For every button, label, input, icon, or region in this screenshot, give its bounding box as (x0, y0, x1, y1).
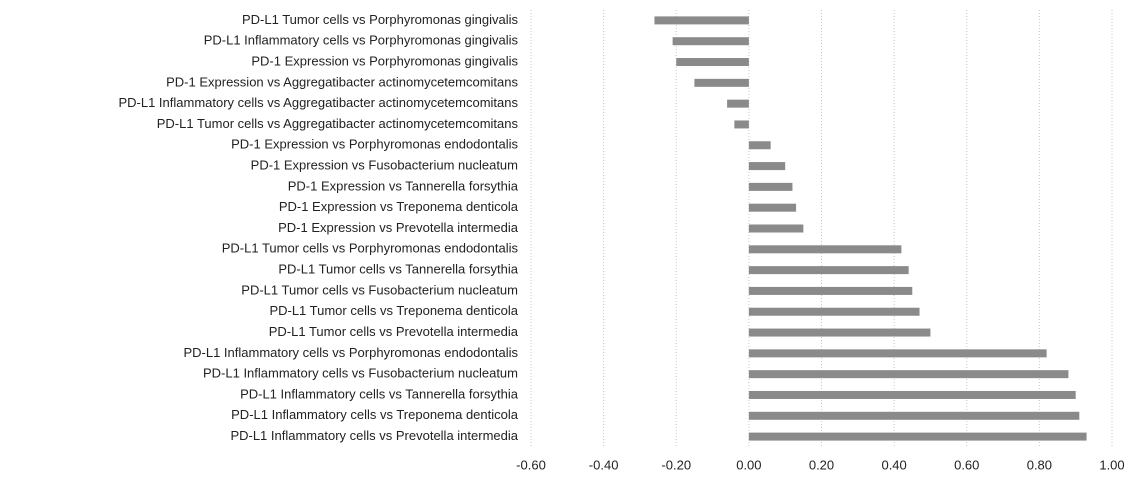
bar (748, 182, 793, 191)
category-label: PD-L1 Tumor cells vs Aggregatibacter act… (157, 116, 519, 131)
category-label: PD-L1 Inflammatory cells vs Treponema de… (231, 407, 519, 422)
bar (748, 266, 909, 275)
x-tick-label: 0.40 (881, 457, 906, 472)
x-tick-label: -0.40 (589, 457, 619, 472)
bar (654, 16, 749, 25)
category-label: PD-L1 Tumor cells vs Porphyromonas endod… (222, 241, 519, 256)
bar (748, 349, 1047, 358)
category-label: PD-L1 Tumor cells vs Prevotella intermed… (269, 324, 519, 339)
bar (748, 162, 786, 171)
category-label: PD-1 Expression vs Prevotella intermedia (278, 220, 519, 235)
bar (748, 245, 902, 254)
category-label: PD-1 Expression vs Tannerella forsythia (288, 178, 519, 193)
x-tick-label: 0.00 (736, 457, 761, 472)
category-label: PD-L1 Tumor cells vs Fusobacterium nucle… (241, 282, 518, 297)
category-label: PD-L1 Tumor cells vs Treponema denticola (269, 303, 518, 318)
x-tick-label: 0.60 (954, 457, 979, 472)
bar (748, 307, 920, 316)
category-label: PD-L1 Tumor cells vs Tannerella forsythi… (278, 262, 518, 277)
category-label: PD-1 Expression vs Aggregatibacter actin… (166, 74, 518, 89)
category-label: PD-L1 Inflammatory cells vs Prevotella i… (230, 428, 518, 443)
x-tick-label: 1.00 (1099, 457, 1124, 472)
bar (694, 78, 749, 87)
bar (748, 203, 797, 212)
bar (748, 328, 931, 337)
category-label: PD-L1 Inflammatory cells vs Tannerella f… (240, 386, 519, 401)
bar (748, 224, 804, 233)
x-tick-label: -0.60 (516, 457, 546, 472)
x-tick-label: 0.20 (809, 457, 834, 472)
category-label: PD-1 Expression vs Porphyromonas endodon… (231, 137, 518, 152)
category-label: PD-L1 Inflammatory cells vs Aggregatibac… (118, 95, 518, 110)
bar (748, 370, 1069, 379)
bar (748, 432, 1087, 441)
bar (734, 120, 749, 129)
category-label: PD-L1 Tumor cells vs Porphyromonas gingi… (242, 12, 518, 27)
bar (748, 141, 771, 150)
bar (727, 99, 749, 108)
category-label: PD-1 Expression vs Fusobacterium nucleat… (251, 158, 518, 173)
bar (672, 37, 749, 46)
bar (748, 390, 1076, 399)
x-tick-label: -0.20 (661, 457, 691, 472)
bar (748, 286, 913, 295)
category-label: PD-L1 Inflammatory cells vs Porphyromona… (183, 345, 518, 360)
bar (676, 58, 749, 67)
category-label: PD-L1 Inflammatory cells vs Porphyromona… (204, 33, 519, 48)
bar (748, 411, 1080, 420)
category-label: PD-1 Expression vs Treponema denticola (279, 199, 519, 214)
x-tick-label: 0.80 (1027, 457, 1052, 472)
category-label: PD-1 Expression vs Porphyromonas gingiva… (251, 53, 518, 68)
category-label: PD-L1 Inflammatory cells vs Fusobacteriu… (203, 366, 518, 381)
